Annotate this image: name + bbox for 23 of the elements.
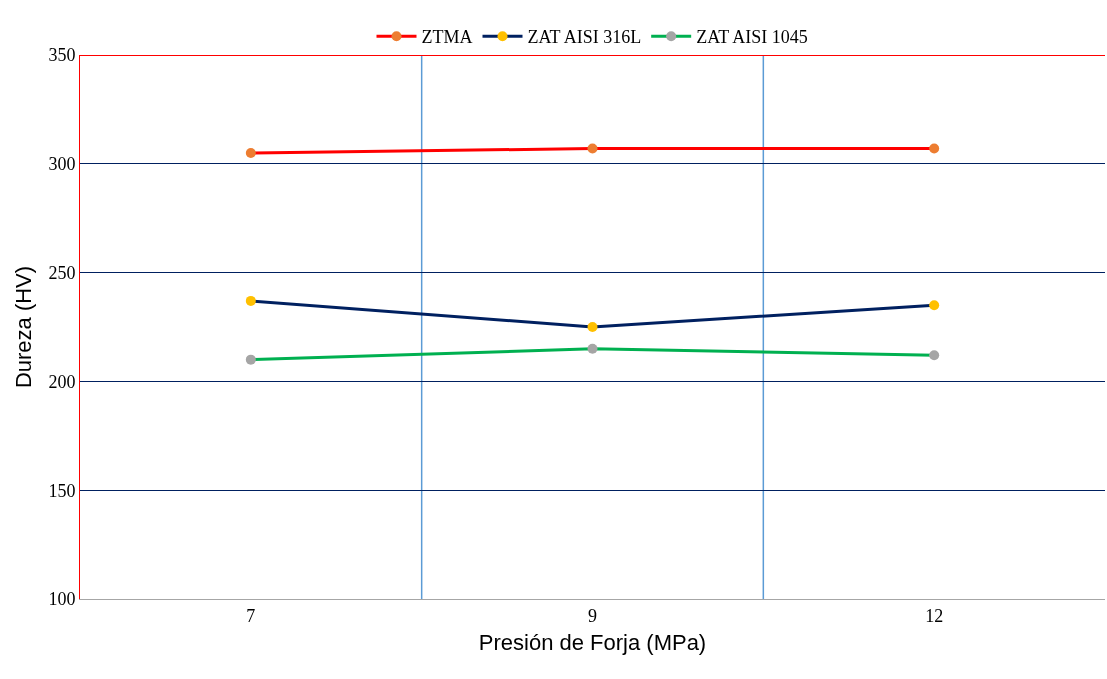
- legend-label: ZAT AISI 316L: [527, 27, 642, 48]
- y-tick-label: 300: [48, 154, 76, 175]
- y-tick-label: 100: [48, 589, 76, 610]
- y-tick-label: 350: [48, 45, 76, 66]
- y-tick-label: 250: [48, 262, 76, 283]
- point: [245, 147, 256, 158]
- legend-label: ZTMA: [421, 27, 473, 48]
- point: [587, 343, 598, 354]
- x-tick-label: 7: [246, 605, 256, 626]
- legend-label: ZAT AISI 1045: [696, 27, 808, 48]
- point: [587, 322, 598, 332]
- x-axis-title: Presión de Forja (MPa): [478, 630, 707, 656]
- y-axis-title: Dureza (HV): [11, 265, 37, 389]
- point: [245, 295, 256, 306]
- x-tick-label: 9: [588, 605, 597, 626]
- point: [929, 300, 940, 311]
- y-tick-label: 200: [48, 371, 76, 392]
- point: [245, 354, 256, 365]
- y-tick-label: 150: [48, 480, 76, 501]
- x-tick-label: 12: [925, 605, 944, 626]
- point: [587, 143, 598, 154]
- point: [929, 350, 940, 361]
- point: [929, 143, 940, 154]
